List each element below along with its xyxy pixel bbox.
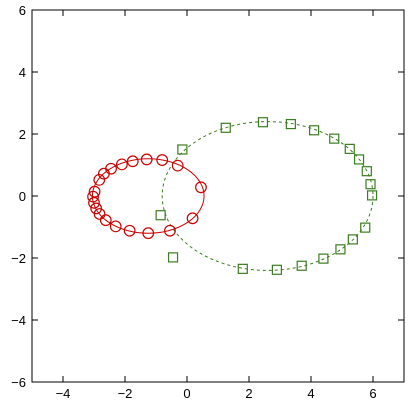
series-2-point [366, 190, 378, 201]
series-2-point [257, 117, 269, 128]
series-2-point [309, 125, 320, 136]
x-tick-label: 2 [245, 386, 252, 401]
series-1-point [164, 224, 176, 237]
series-1-point [171, 159, 184, 172]
series-2-point [329, 133, 340, 144]
series-1-point [105, 162, 117, 175]
series-2-point [318, 253, 329, 264]
plot-frame [31, 9, 405, 383]
x-tick-label: 0 [183, 386, 190, 401]
series-1-point [87, 190, 99, 203]
series-1-point [156, 154, 169, 166]
series-2-point [360, 222, 371, 233]
series-1-point [186, 212, 199, 225]
series-1-point [90, 202, 103, 215]
series-1-point [123, 224, 136, 237]
series-2-point [237, 263, 248, 274]
axis-ticks [32, 9, 404, 383]
series-2-point [220, 122, 231, 133]
y-tick-label: −6 [11, 375, 26, 390]
axis-tick-labels: −4 −2 0 2 4 6 −6 −4 −2 0 2 4 6 [11, 3, 376, 401]
series-2-point [296, 260, 307, 271]
series-2-point [361, 166, 372, 177]
series-1-point [115, 158, 128, 171]
y-tick-label: 2 [19, 127, 26, 142]
x-tick-label: −4 [56, 386, 71, 401]
y-tick-label: −2 [11, 251, 26, 266]
series-2-point [285, 118, 296, 130]
series-2-point [155, 210, 166, 221]
series-1-point [195, 181, 207, 194]
series-1-point [99, 214, 112, 227]
series-2-point [167, 252, 179, 263]
series-1-point [140, 153, 153, 166]
y-tick-label: 4 [19, 65, 26, 80]
series-1-point [109, 220, 122, 233]
x-tick-label: 4 [307, 386, 314, 401]
y-tick-label: 0 [19, 189, 26, 204]
series-2-point [353, 154, 365, 165]
series-1-point [142, 227, 155, 240]
series-2-point [271, 264, 282, 275]
y-tick-label: 6 [19, 3, 26, 18]
series-1-point [88, 185, 101, 198]
series-2-point [347, 234, 358, 245]
series-2-point [335, 244, 346, 255]
series-markers [87, 117, 378, 275]
series-2-point [177, 144, 188, 155]
series-2-point [344, 143, 355, 154]
x-tick-label: 6 [369, 386, 376, 401]
x-tick-label: −2 [118, 386, 133, 401]
series-2-point [365, 179, 376, 190]
y-tick-label: −4 [11, 313, 26, 328]
series-1-point [126, 155, 139, 168]
